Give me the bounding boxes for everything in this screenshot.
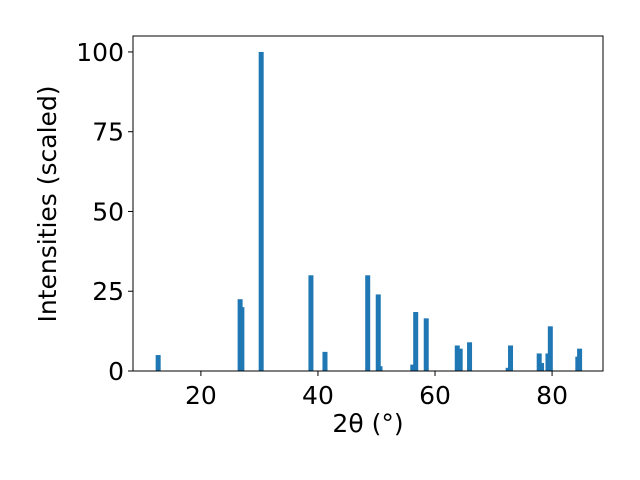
x-tick-label: 20 [185, 381, 217, 410]
x-axis-label: 2θ (°) [332, 409, 403, 438]
bar [239, 307, 245, 371]
bar [413, 311, 419, 371]
bar [508, 345, 514, 371]
bar [365, 275, 371, 371]
bar [577, 348, 583, 371]
bar [539, 363, 545, 371]
bar [423, 318, 429, 371]
bar [322, 351, 328, 371]
y-tick-label: 100 [76, 38, 124, 67]
bar [258, 51, 264, 371]
plot-frame [132, 35, 604, 372]
x-tick-label: 60 [419, 381, 451, 410]
bar [410, 364, 416, 371]
y-tick-label: 25 [92, 277, 124, 306]
bar [308, 275, 314, 371]
y-tick-label: 0 [108, 357, 124, 386]
bar [536, 353, 542, 371]
bar [547, 326, 553, 371]
bar [457, 348, 463, 371]
bar [467, 342, 473, 371]
bar [454, 345, 460, 371]
y-tick-label: 75 [92, 118, 124, 147]
y-tick-label: 50 [92, 197, 124, 226]
x-tick-label: 40 [302, 381, 334, 410]
y-axis-label: Intensities (scaled) [33, 85, 62, 322]
bar [155, 355, 161, 371]
bar [375, 294, 381, 371]
bar [377, 366, 383, 371]
x-tick-label: 80 [536, 381, 568, 410]
